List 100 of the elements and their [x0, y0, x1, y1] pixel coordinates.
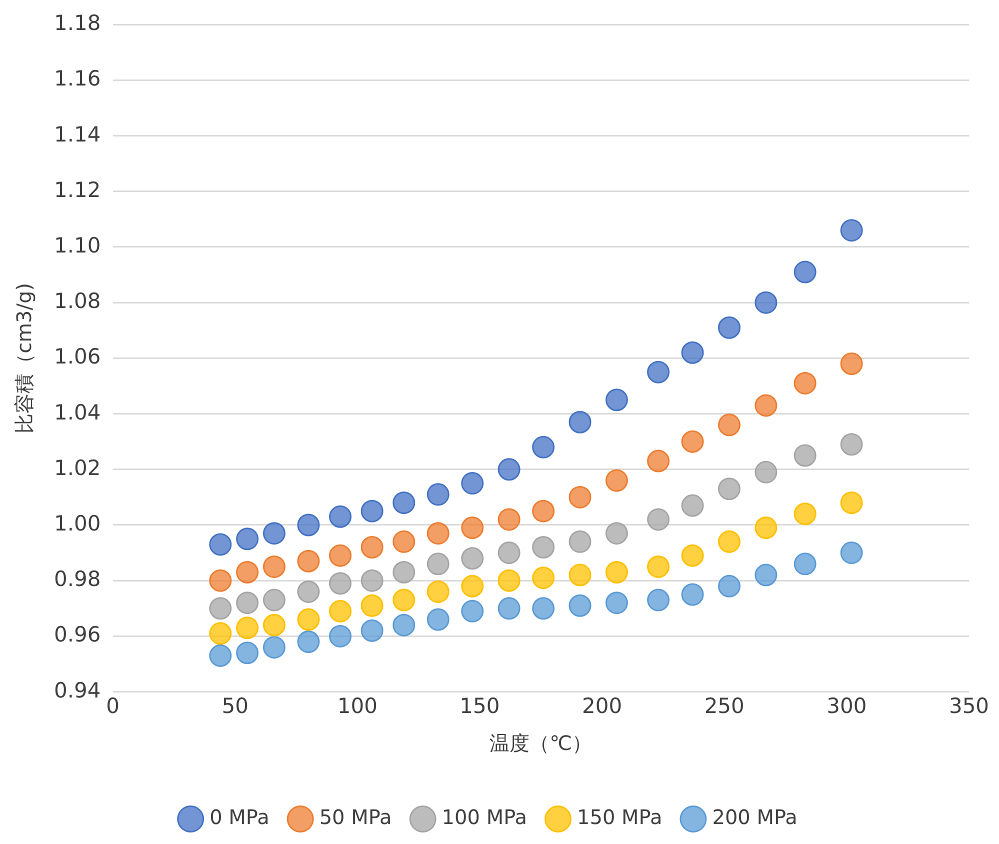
point — [532, 566, 555, 590]
point — [329, 600, 352, 622]
point — [209, 597, 232, 620]
point — [754, 394, 778, 417]
point — [498, 569, 520, 592]
point — [794, 444, 816, 467]
point — [681, 341, 704, 364]
x-tick-label: 0 — [106, 694, 120, 718]
point — [532, 597, 555, 620]
point — [461, 574, 484, 598]
point — [794, 552, 816, 576]
point — [426, 580, 450, 603]
point — [236, 528, 259, 550]
point — [568, 486, 592, 508]
point — [426, 552, 450, 576]
y-tick-label: 1.12 — [54, 178, 101, 202]
point — [392, 492, 416, 514]
y-tick-label: 0.98 — [54, 567, 101, 592]
point — [647, 508, 670, 531]
point — [297, 550, 320, 572]
point — [840, 492, 863, 514]
y-tick-label: 0.96 — [54, 622, 101, 647]
y-tick-label: 1.08 — [54, 289, 101, 314]
point — [681, 583, 704, 606]
point — [681, 544, 704, 567]
point — [718, 478, 740, 500]
point — [754, 564, 778, 586]
point — [498, 597, 520, 620]
legend-label: 150 MPa — [577, 805, 662, 830]
point — [718, 530, 740, 553]
x-tick-label: 300 — [826, 694, 867, 718]
point — [647, 555, 670, 578]
point — [426, 608, 450, 631]
point — [681, 494, 704, 517]
point — [461, 600, 484, 622]
point — [360, 569, 384, 592]
point — [297, 630, 320, 654]
x-tick-label: 200 — [582, 694, 622, 718]
point — [532, 536, 555, 558]
point — [718, 574, 740, 598]
point — [647, 588, 670, 612]
point — [605, 388, 628, 412]
point — [262, 555, 286, 578]
point — [605, 561, 628, 584]
y-tick-label: 1.14 — [54, 122, 101, 146]
point — [718, 414, 740, 436]
point — [360, 536, 384, 558]
point — [605, 522, 628, 545]
point — [236, 592, 259, 614]
point — [329, 505, 352, 528]
point — [647, 360, 670, 384]
x-tick-label: 100 — [337, 694, 378, 718]
y-tick-label: 1.04 — [54, 400, 101, 424]
y-tick-label: 1.06 — [54, 344, 101, 369]
x-tick-label: 350 — [948, 694, 990, 718]
y-tick-label: 1.00 — [54, 511, 101, 536]
point — [236, 561, 259, 584]
point — [840, 219, 863, 242]
x-tick-label: 250 — [704, 694, 744, 718]
point — [794, 260, 816, 284]
point — [360, 500, 384, 522]
point — [840, 352, 863, 376]
point — [840, 542, 863, 564]
point — [794, 372, 816, 394]
point — [568, 530, 592, 553]
point — [297, 514, 320, 536]
point — [262, 614, 286, 636]
point — [262, 636, 286, 659]
point — [297, 608, 320, 631]
point — [568, 564, 592, 586]
point — [297, 580, 320, 603]
y-tick-label: 1.02 — [54, 456, 101, 480]
point — [329, 624, 352, 648]
y-tick-label: 1.10 — [54, 233, 101, 258]
point — [461, 547, 484, 570]
legend-label: 100 MPa — [442, 805, 528, 830]
legend-label: 50 MPa — [319, 805, 392, 830]
point — [392, 530, 416, 553]
legend-label: 0 MPa — [210, 805, 270, 830]
point — [532, 500, 555, 522]
point — [209, 569, 232, 592]
point — [532, 436, 555, 458]
point — [498, 458, 520, 481]
point — [718, 316, 740, 339]
y-tick-label: 1.16 — [54, 66, 101, 91]
point — [392, 588, 416, 612]
point — [236, 642, 259, 664]
point — [329, 572, 352, 595]
point — [461, 516, 484, 540]
point — [605, 469, 628, 492]
point — [498, 508, 520, 531]
point — [568, 594, 592, 617]
point — [681, 430, 704, 453]
point — [392, 561, 416, 584]
point — [498, 542, 520, 564]
x-axis-title: 温度（℃） — [490, 731, 592, 756]
y-tick-label: 0.94 — [54, 678, 101, 702]
y-tick-label: 1.18 — [54, 11, 101, 36]
point — [236, 616, 259, 640]
point — [262, 522, 286, 545]
